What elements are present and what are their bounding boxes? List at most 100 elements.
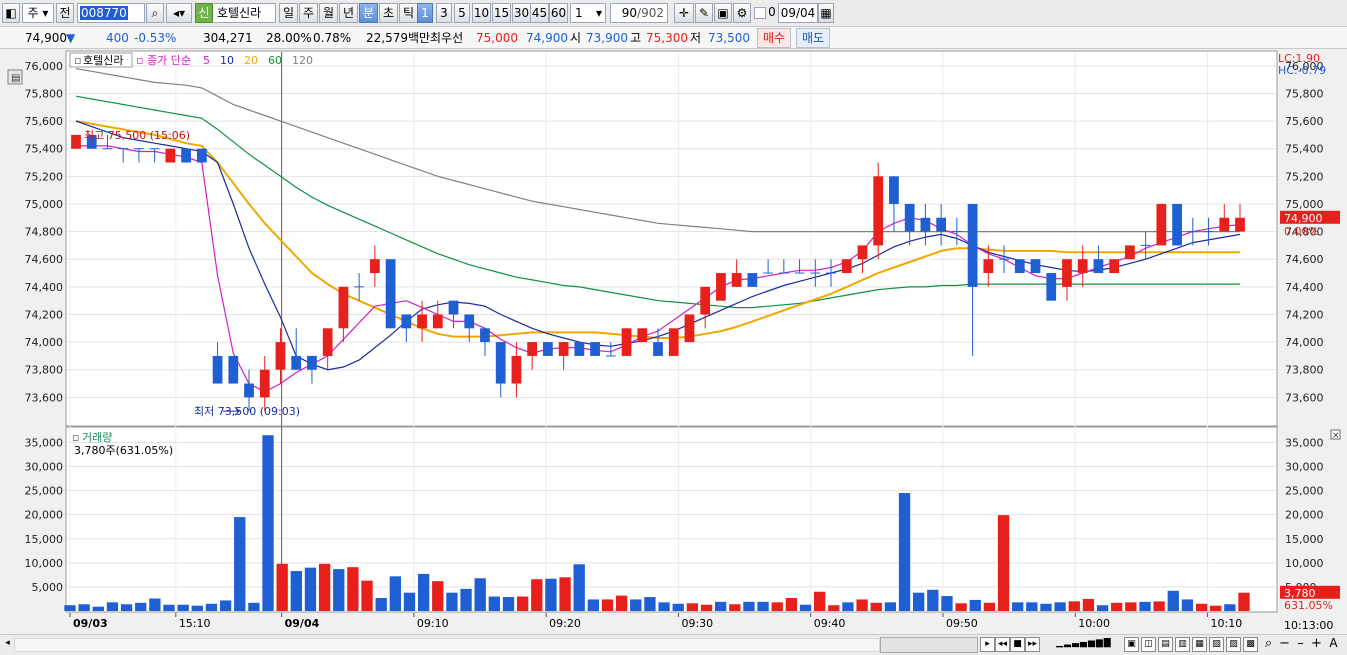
zoom-out-icon[interactable]: − — [1279, 636, 1290, 651]
market-select[interactable]: 주 ▾ — [22, 3, 54, 23]
volume-bar — [446, 592, 458, 611]
interval-60-button[interactable]: 60 — [549, 3, 568, 23]
scroll-thumb[interactable] — [880, 637, 978, 653]
time-tick-label: 10:10 — [1211, 617, 1243, 630]
price-grid — [67, 65, 1276, 398]
calendar-icon[interactable]: ▦ — [818, 3, 834, 23]
interval-5-button[interactable]: 5 — [454, 3, 470, 23]
interval-15-button[interactable]: 15 — [492, 3, 511, 23]
time-tick-label: 09/04 — [285, 617, 320, 630]
ma120-line — [75, 68, 1240, 233]
speaker-icon[interactable]: ◂▾ — [166, 3, 192, 23]
period-week-button[interactable]: 주 — [299, 3, 318, 23]
buy-button[interactable]: 매수 — [757, 28, 792, 48]
layout-1-icon[interactable]: ▣ — [1124, 637, 1139, 652]
layout-3-icon[interactable]: ▤ — [1158, 637, 1173, 652]
price-tick-label-right: 74,800 — [1285, 226, 1324, 239]
code-input[interactable]: 008770 — [77, 3, 145, 23]
scroll-left-icon[interactable]: ◂ — [5, 638, 10, 648]
period-year-button[interactable]: 년 — [339, 3, 358, 23]
period-month-button[interactable]: 월 — [319, 3, 338, 23]
period-minute-button[interactable]: 분 — [359, 3, 378, 23]
layout-7-icon[interactable]: ▨ — [1226, 637, 1241, 652]
volume-bar — [672, 603, 684, 611]
volume-bar — [78, 604, 90, 611]
font-size-icon[interactable]: A — [1329, 636, 1338, 650]
date-input[interactable]: 09/04 — [778, 3, 818, 23]
down-arrow-icon: ▼ — [66, 31, 76, 45]
layout-5-icon[interactable]: ▦ — [1192, 637, 1207, 652]
count-input[interactable]: 90/902 — [610, 3, 668, 23]
scale-slider-icon[interactable]: ▁▂▃▄▅▆▇ — [1056, 638, 1112, 648]
layout-4-icon[interactable]: ▥ — [1175, 637, 1190, 652]
chart-menu-icon[interactable]: ◧ — [2, 3, 20, 23]
fast-forward-icon[interactable]: ▸▸ — [1025, 637, 1040, 652]
layout-2-icon[interactable]: ◫ — [1141, 637, 1156, 652]
draw-tool-icon[interactable]: ✎ — [695, 3, 713, 23]
volume-bar — [318, 563, 331, 611]
volume-bar — [219, 600, 232, 611]
scroll-track[interactable] — [14, 638, 880, 652]
gear-icon[interactable]: ⚙ — [733, 3, 751, 23]
panel-menu-glyph: ▤ — [11, 73, 20, 84]
time-tick-label: 09:50 — [946, 617, 978, 630]
panel-menu-icon[interactable] — [7, 69, 23, 85]
lc-label: LC:1.90 — [1278, 52, 1320, 65]
volume-bar — [757, 601, 769, 611]
date-checkbox-label: 0 — [768, 5, 776, 19]
interval-10-button[interactable]: 10 — [472, 3, 491, 23]
layout-8-icon[interactable]: ▩ — [1243, 637, 1258, 652]
date-checkbox[interactable] — [754, 7, 766, 19]
interval-45-button[interactable]: 45 — [530, 3, 549, 23]
volume-tick-label: 35,000 — [25, 436, 64, 449]
search-icon[interactable]: ⌕ — [146, 3, 164, 23]
rewind-icon[interactable]: ◂◂ — [995, 637, 1010, 652]
credit-badge: 신 — [195, 3, 213, 23]
interval-30-button[interactable]: 30 — [512, 3, 531, 23]
change-amount: 400 — [106, 31, 129, 45]
ma-legend-item: 10 — [220, 54, 234, 67]
layout-6-icon[interactable]: ▧ — [1209, 637, 1224, 652]
price-tick-label: 75,600 — [25, 115, 64, 128]
zoom-minus-icon[interactable]: – — [1297, 636, 1304, 651]
candle-body — [338, 286, 349, 329]
trade-amount: 22,579백만 — [366, 31, 431, 45]
price-tick-label-right: 75,600 — [1285, 115, 1324, 128]
volume-tick-label-right: 35,000 — [1285, 436, 1324, 449]
candle-body — [228, 355, 239, 384]
scroll-bar[interactable]: ◂ ▸ ◂◂ ■ ▸▸ ▁▂▃▄▅▆▇ ▣ ◫ ▤ ▥ ▦ ▧ ▨ ▩ ⌕ − … — [0, 634, 1347, 655]
volume-bar — [1139, 601, 1151, 611]
volume-tick-label: 15,000 — [25, 533, 64, 546]
multiplier-select[interactable]: 1 ▾ — [570, 3, 606, 23]
stop-icon[interactable]: ■ — [1010, 637, 1025, 652]
chart-area[interactable]: 76,000 75,800 75,600 75,400 75,200 75,000 74,8… — [0, 50, 1347, 634]
quote-bar: 74,900 ▼ 400 -0.53% 304,271 28.00% 0.78%… — [0, 27, 1347, 49]
sell-button[interactable]: 매도 — [796, 28, 831, 48]
zoom-in-icon[interactable]: + — [1311, 636, 1322, 651]
price-tick-label: 74,000 — [25, 336, 64, 349]
low-price: 73,500 — [708, 31, 750, 45]
volume-close-icon[interactable] — [1330, 429, 1341, 440]
chart-title: 호텔신라 — [83, 54, 123, 67]
volume-bar — [573, 564, 585, 611]
ma-legend-item: 20 — [244, 54, 258, 67]
candle-body — [244, 383, 254, 398]
period-second-button[interactable]: 초 — [379, 3, 398, 23]
period-day-button[interactable]: 일 — [279, 3, 298, 23]
crosshair-icon[interactable]: ✛ — [674, 3, 694, 23]
volume-bar — [587, 599, 600, 611]
interval-3-button[interactable]: 3 — [436, 3, 452, 23]
ma-legend: 5 10 20 60 120 — [203, 54, 313, 67]
scroll-right-icon[interactable]: ▸ — [980, 637, 995, 652]
volume-bar — [969, 599, 981, 611]
volume-bar — [743, 601, 755, 611]
zoom-icon[interactable]: ⌕ — [1264, 636, 1273, 651]
time-tick-label: 09:10 — [417, 617, 449, 630]
volume-bar — [389, 576, 401, 611]
period-tick-button[interactable]: 틱 — [399, 3, 418, 23]
volume-bar — [1068, 601, 1080, 611]
interval-1-button[interactable]: 1 — [417, 3, 433, 23]
market-scope-button[interactable]: 전 — [56, 3, 74, 23]
volume-bar — [1238, 592, 1250, 611]
save-icon[interactable]: ▣ — [714, 3, 732, 23]
